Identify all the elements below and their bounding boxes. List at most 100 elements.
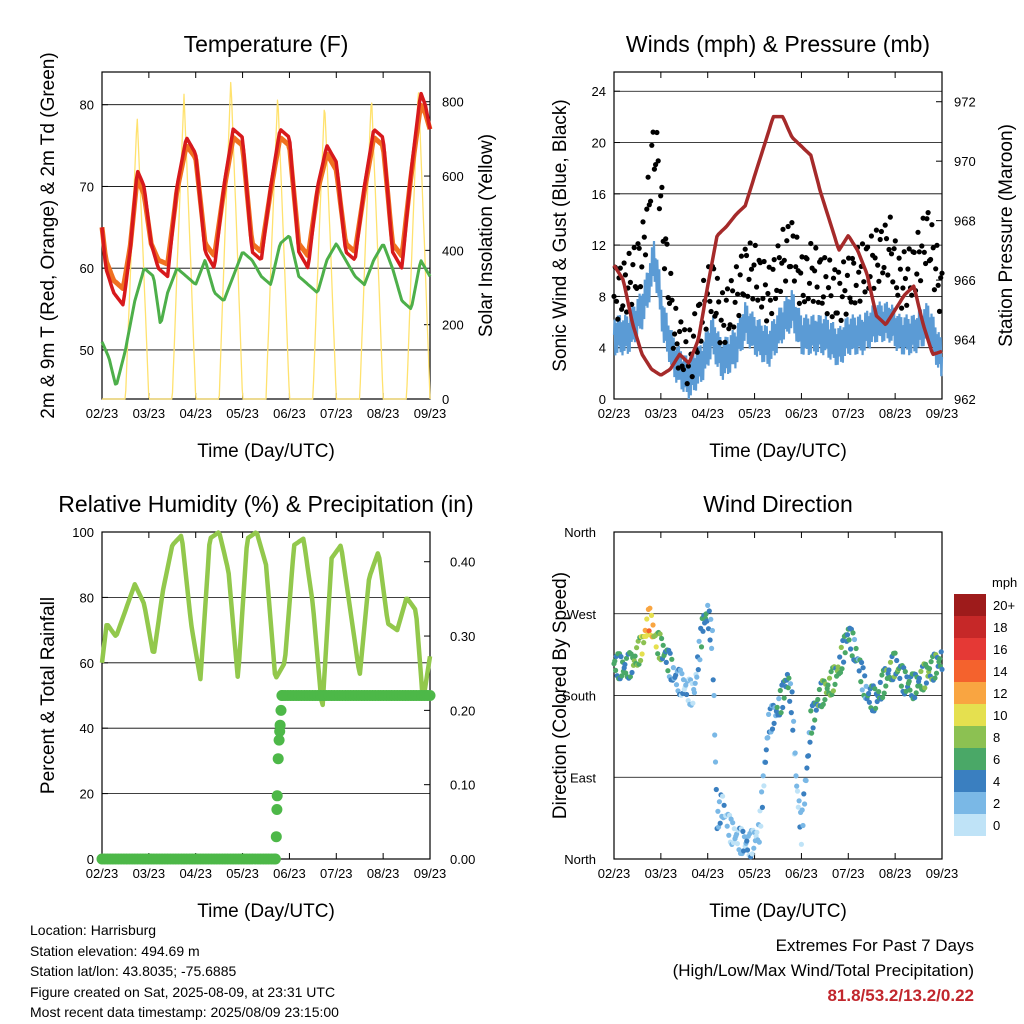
gust-point xyxy=(871,285,877,291)
y-axis-title: Direction (Colored By Speed) xyxy=(550,572,571,819)
direction-point xyxy=(756,839,762,845)
y-tick-label: 20 xyxy=(592,136,606,151)
direction-point xyxy=(663,659,669,666)
x-tick-label: 02/23 xyxy=(598,866,631,881)
gust-point xyxy=(766,264,772,270)
direction-point xyxy=(916,675,923,682)
gust-point xyxy=(776,255,782,261)
legend-label: 4 xyxy=(993,774,1000,789)
gust-point xyxy=(728,278,734,284)
gust-point xyxy=(891,246,897,252)
direction-point xyxy=(939,666,945,673)
direction-point xyxy=(913,690,919,696)
gust-point xyxy=(669,297,675,303)
gust-point xyxy=(624,309,630,315)
direction-point xyxy=(759,789,765,795)
gust-point xyxy=(857,298,863,304)
gust-point xyxy=(897,266,904,272)
direction-point xyxy=(802,801,808,807)
direction-point xyxy=(863,683,869,689)
direction-point xyxy=(749,851,755,857)
legend-swatch xyxy=(954,682,986,704)
gust-point xyxy=(796,300,803,306)
x-tick-label: 03/23 xyxy=(133,406,166,421)
gust-point xyxy=(861,279,867,285)
direction-point xyxy=(647,605,653,611)
x-tick-label: 08/23 xyxy=(879,866,912,881)
gust-point xyxy=(680,366,687,373)
gust-point xyxy=(742,246,748,252)
direction-point xyxy=(933,670,940,676)
gust-point xyxy=(825,285,832,291)
gust-point xyxy=(648,198,654,204)
direction-point xyxy=(859,687,865,693)
direction-point xyxy=(644,616,650,622)
gust-point xyxy=(896,255,902,261)
y-tick-label-right: 200 xyxy=(442,318,464,333)
gust-point xyxy=(716,299,722,305)
gust-point xyxy=(837,280,843,286)
direction-point xyxy=(741,848,747,854)
direction-point xyxy=(670,665,677,671)
direction-point xyxy=(826,675,833,681)
direction-point xyxy=(840,637,846,644)
gust-point xyxy=(929,222,935,228)
direction-point xyxy=(691,690,698,696)
gust-point xyxy=(829,314,835,320)
legend-label: 12 xyxy=(993,686,1007,701)
direction-point xyxy=(816,686,823,693)
direction-point xyxy=(866,699,873,705)
x-tick-label: 04/23 xyxy=(179,406,212,421)
gust-point xyxy=(663,236,669,242)
gust-point xyxy=(746,276,752,282)
direction-point xyxy=(698,644,705,650)
direction-point xyxy=(825,682,831,688)
direction-point xyxy=(776,696,782,702)
gust-point xyxy=(918,278,924,284)
direction-point xyxy=(830,688,837,694)
direction-point xyxy=(690,700,696,706)
direction-point xyxy=(881,690,887,696)
plot-frame xyxy=(613,71,943,400)
direction-point xyxy=(883,683,889,689)
gust-point xyxy=(685,363,692,369)
gust-point xyxy=(694,349,700,355)
direction-point xyxy=(912,695,918,701)
direction-point xyxy=(778,710,784,716)
direction-point xyxy=(646,628,652,634)
x-axis-title: Time (Day/UTC) xyxy=(709,441,847,462)
y-tick-label: 80 xyxy=(80,590,94,605)
y-tick-label: North xyxy=(564,525,596,540)
gust-point xyxy=(895,292,901,298)
extremes-box: Extremes For Past 7 Days (High/Low/Max W… xyxy=(673,933,974,1008)
gust-point xyxy=(915,229,921,235)
x-tick-label: 02/23 xyxy=(86,866,119,881)
precip-point xyxy=(271,804,283,815)
direction-point xyxy=(774,704,780,711)
direction-point xyxy=(922,685,928,691)
gust-point xyxy=(868,233,875,239)
direction-point xyxy=(810,725,816,731)
direction-point xyxy=(612,658,618,664)
direction-point xyxy=(763,747,769,753)
gust-point xyxy=(780,226,786,232)
gust-point xyxy=(938,275,944,281)
direction-point xyxy=(938,649,944,655)
direction-point xyxy=(866,690,872,697)
gust-point xyxy=(920,215,926,221)
gust-point xyxy=(925,210,931,216)
direction-point xyxy=(709,645,715,652)
gust-point xyxy=(836,269,842,275)
direction-point xyxy=(844,632,851,638)
direction-point xyxy=(795,804,801,810)
direction-point xyxy=(872,686,878,692)
x-tick-label: 06/23 xyxy=(785,866,818,881)
y-tick-label-right: 970 xyxy=(954,154,976,169)
gust-point xyxy=(733,264,740,270)
x-tick-label: 05/23 xyxy=(226,406,259,421)
y-tick-label-right: 972 xyxy=(954,95,976,110)
y-tick-label: 80 xyxy=(80,98,94,113)
y-tick-label: 24 xyxy=(592,84,606,99)
gust-point xyxy=(639,264,645,270)
